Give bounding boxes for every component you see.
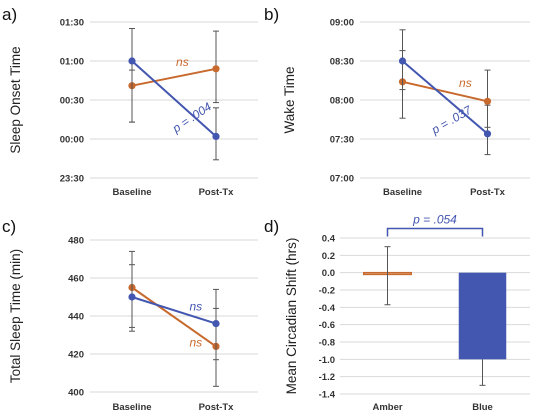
y-tick-label: 480 (68, 236, 84, 247)
significance-annotation: p = .037 (428, 102, 475, 137)
y-tick-label: 08:30 (330, 57, 354, 68)
y-tick-label: -0.8 (319, 338, 335, 349)
y-tick-label: 00:30 (60, 96, 84, 107)
y-tick-label: 07:30 (330, 135, 354, 146)
y-tick-label: 460 (68, 274, 84, 285)
y-tick-label: 0.2 (322, 251, 335, 262)
data-point (212, 65, 220, 73)
panel-label: d) (264, 217, 279, 236)
x-category-label: Post-Tx (199, 402, 235, 413)
series-line (131, 286, 217, 348)
significance-annotation: p = .004 (169, 99, 214, 136)
y-tick-label: 09:00 (330, 18, 354, 29)
series-line (401, 60, 489, 135)
x-category-label: Blue (472, 402, 493, 413)
x-category-label: Amber (372, 402, 402, 413)
y-tick-label: 08:00 (330, 96, 354, 107)
x-category-label: Baseline (112, 402, 151, 413)
panel-label: c) (2, 217, 16, 236)
series-line (402, 80, 488, 103)
y-tick-label: 23:30 (60, 174, 84, 185)
significance-annotation: ns (189, 299, 202, 313)
bar (458, 272, 507, 360)
y-tick-label: -0.6 (319, 320, 335, 331)
series-line (131, 67, 217, 87)
x-category-label: Baseline (112, 187, 151, 198)
y-tick-label: 00:00 (60, 135, 84, 146)
y-tick-label: 0.0 (322, 268, 335, 279)
significance-annotation: ns (189, 335, 202, 349)
x-category-label: Post-Tx (199, 187, 235, 198)
y-tick-label: 420 (68, 350, 84, 361)
y-tick-label: 0.4 (322, 234, 336, 245)
data-point (483, 130, 492, 138)
significance-annotation: ns (459, 76, 472, 90)
y-tick-label: 01:30 (60, 18, 84, 29)
y-tick-label: 07:00 (330, 174, 354, 185)
data-point (212, 320, 220, 328)
y-tick-label: -1.0 (319, 355, 335, 366)
data-point (128, 57, 136, 65)
y-tick-label: 01:00 (60, 57, 84, 68)
panel-label: a) (2, 5, 17, 24)
y-axis-label: Total Sleep Time (min) (8, 249, 23, 383)
data-point (483, 97, 492, 105)
series-line (131, 60, 217, 138)
y-tick-label: -1.4 (319, 390, 336, 401)
x-category-label: Baseline (383, 187, 422, 198)
y-tick-label: -1.2 (319, 372, 335, 383)
data-point (212, 132, 220, 140)
panel-label: b) (264, 5, 279, 24)
y-tick-label: -0.2 (319, 286, 335, 297)
series-line (131, 296, 217, 325)
data-point (128, 293, 136, 301)
y-tick-label: 400 (68, 388, 84, 399)
significance-annotation: ns (176, 55, 189, 69)
y-tick-label: 440 (68, 312, 84, 323)
data-point (398, 57, 407, 65)
y-tick-label: -0.4 (319, 303, 336, 314)
x-category-label: Post-Tx (470, 187, 506, 198)
y-axis-label: Mean Circadian Shift (hrs) (284, 238, 299, 395)
y-axis-label: Sleep Onset Time (8, 46, 23, 153)
significance-annotation: p = .054 (412, 212, 457, 226)
y-axis-label: Wake Time (282, 66, 297, 133)
significance-bracket (386, 227, 484, 237)
